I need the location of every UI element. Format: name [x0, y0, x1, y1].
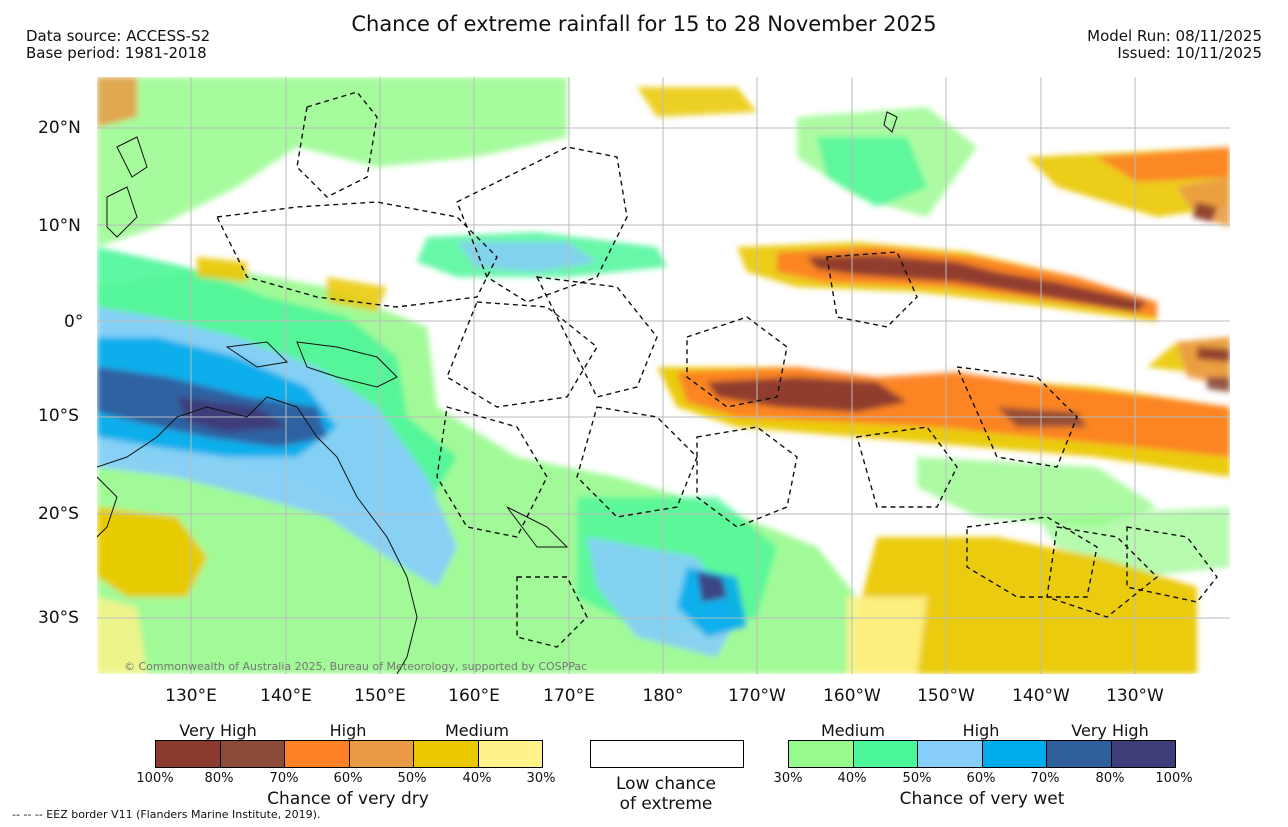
lat-label-10s: 10°S	[38, 406, 79, 426]
dry-swatch	[285, 741, 350, 767]
dry-tick: 80%	[204, 771, 234, 786]
wet-swatch	[789, 741, 854, 767]
lon-label-150e: 150°E	[354, 686, 406, 706]
rainfall-map	[97, 77, 1230, 674]
coastlines	[97, 111, 898, 674]
lat-label-30s: 30°S	[38, 608, 79, 628]
dry-caption: Chance of very dry	[267, 789, 429, 809]
lon-label-170w: 170°W	[728, 686, 786, 706]
lon-label-140w: 140°W	[1012, 686, 1070, 706]
dry-swatch	[220, 741, 285, 767]
lat-label-10n: 10°N	[38, 216, 81, 236]
eez-border-note: -- -- -- EEZ border V11 (Flanders Marine…	[12, 808, 321, 821]
data-source-text: Data source: ACCESS-S2	[26, 27, 211, 45]
low-chance-swatch	[590, 740, 744, 768]
wet-swatch	[982, 741, 1047, 767]
model-run-text: Model Run: 08/11/2025	[1087, 27, 1262, 45]
wet-tick: 40%	[837, 771, 867, 786]
eez-borders	[215, 91, 1218, 648]
lon-label-140e: 140°E	[260, 686, 312, 706]
dry-swatch	[414, 741, 479, 767]
base-period-text: Base period: 1981-2018	[26, 44, 207, 62]
dry-category-high: High	[329, 721, 367, 740]
lon-label-160e: 160°E	[448, 686, 500, 706]
wet-category-medium: Medium	[821, 721, 885, 740]
wet-tick: 100%	[1155, 771, 1193, 786]
low-chance-line1: Low chance	[616, 774, 716, 794]
wet-colorbar	[788, 740, 1176, 768]
wet-swatch	[853, 741, 918, 767]
lat-label-20n: 20°N	[38, 118, 81, 138]
dry-tick: 30%	[526, 771, 556, 786]
lon-label-130e: 130°E	[165, 686, 217, 706]
dry-tick: 60%	[333, 771, 363, 786]
dry-tick: 70%	[269, 771, 299, 786]
dry-tick: 50%	[397, 771, 427, 786]
low-chance-caption: Low chance of extreme	[566, 774, 766, 814]
dry-tick: 40%	[462, 771, 492, 786]
lat-label-20s: 20°S	[38, 504, 79, 524]
wet-tick: 60%	[966, 771, 996, 786]
lon-label-160w: 160°W	[823, 686, 881, 706]
wet-category-very-high: Very High	[1071, 721, 1149, 740]
dry-category-very-high: Very High	[179, 721, 257, 740]
map-title: Chance of extreme rainfall for 15 to 28 …	[351, 12, 937, 36]
lon-label-130w: 130°W	[1106, 686, 1164, 706]
wet-tick: 30%	[773, 771, 803, 786]
wet-swatch	[1111, 741, 1175, 767]
lon-label-150w: 150°W	[917, 686, 975, 706]
wet-tick: 50%	[902, 771, 932, 786]
wet-caption: Chance of very wet	[899, 789, 1065, 809]
dry-colorbar	[155, 740, 543, 768]
wet-category-high: High	[962, 721, 1000, 740]
map-canvas	[97, 77, 1230, 674]
dry-swatch	[478, 741, 542, 767]
lon-label-170e: 170°E	[543, 686, 595, 706]
wet-tick: 70%	[1030, 771, 1060, 786]
wet-tick: 80%	[1095, 771, 1125, 786]
wet-swatch	[918, 741, 983, 767]
dry-swatch	[156, 741, 221, 767]
lat-label-0: 0°	[64, 312, 84, 332]
copyright-note: © Commonwealth of Australia 2025, Bureau…	[124, 660, 588, 673]
wet-swatch	[1047, 741, 1112, 767]
dry-category-medium: Medium	[445, 721, 509, 740]
low-chance-line2: of extreme	[619, 794, 713, 814]
run-info: Model Run: 08/11/2025 Issued: 10/11/2025	[1087, 28, 1262, 62]
lon-label-180: 180°	[642, 686, 684, 706]
issued-text: Issued: 10/11/2025	[1117, 44, 1262, 62]
source-info: Data source: ACCESS-S2 Base period: 1981…	[26, 28, 210, 62]
dry-tick: 100%	[136, 771, 174, 786]
dry-swatch	[349, 741, 414, 767]
